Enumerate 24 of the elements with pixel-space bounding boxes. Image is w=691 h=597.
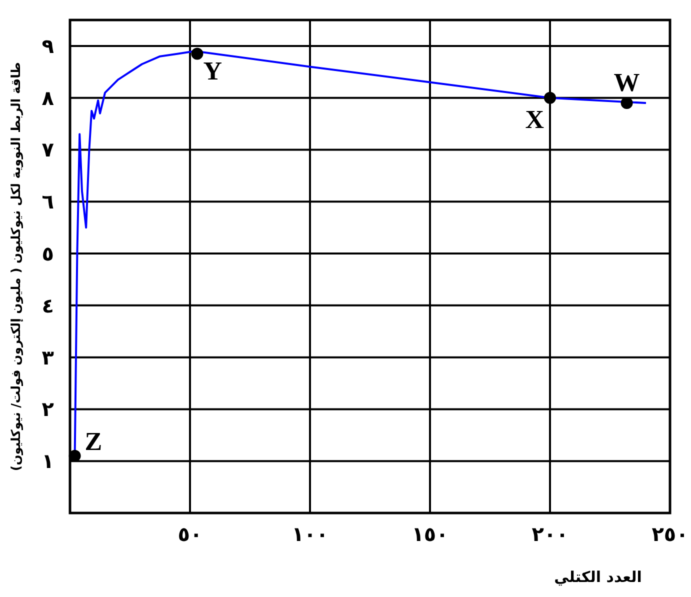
y-tick-label: ٧	[42, 138, 54, 162]
y-tick-label: ٥	[42, 242, 54, 266]
point	[544, 92, 556, 104]
y-tick-label: ٦	[42, 190, 54, 214]
x-axis-title: العدد الكتلي	[554, 568, 642, 586]
point	[191, 48, 204, 60]
annotation: Z	[84, 426, 102, 456]
x-tick-label: ٢٥٠	[652, 522, 688, 546]
y-tick-label: ١	[42, 449, 54, 474]
point	[620, 97, 633, 110]
y-tick-label: ٩	[42, 34, 54, 58]
y-axis-title: طاقة الربط النووية لكل نيوكليون ( مليون إلكترون فولت/ نيوكليون)	[8, 62, 24, 471]
y-tick-label: ٤	[42, 293, 54, 318]
annotation: Y	[203, 56, 222, 86]
annotation: X	[525, 104, 544, 134]
x-tick-label: ٢٠٠	[532, 522, 568, 546]
y-tick-label: ٣	[42, 345, 54, 370]
annotation: W	[614, 68, 640, 98]
y-tick-label: ٨	[42, 86, 54, 110]
point	[68, 450, 81, 462]
x-tick-label: ١٥٠	[412, 522, 448, 546]
x-tick-label: ١٠٠	[292, 522, 328, 546]
y-tick-label: ٢	[42, 397, 54, 422]
x-tick-label: ٥٠	[178, 522, 202, 546]
